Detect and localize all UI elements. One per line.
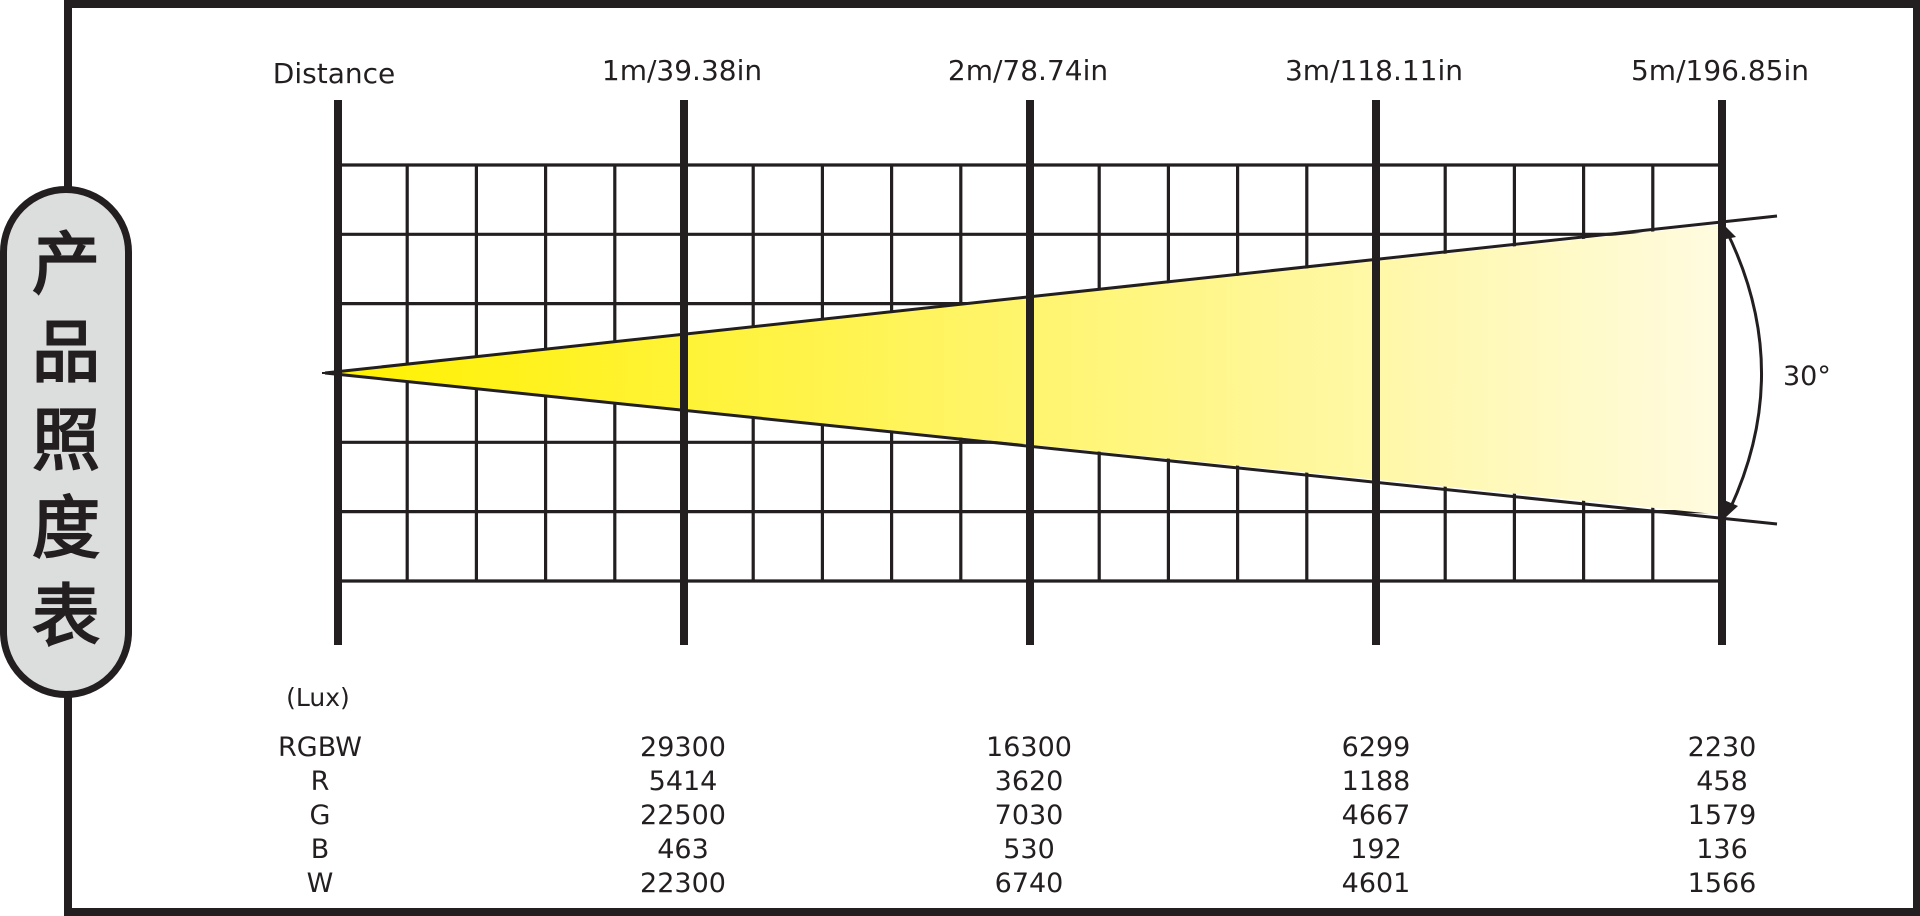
side-title-char: 品 [31,314,100,393]
row-label-rgbw: RGBW [278,732,362,763]
lux-value: 22300 [640,868,726,899]
beam-angle-label: 30° [1783,361,1831,392]
lux-value: 1579 [1688,800,1757,831]
distance-lines [334,100,1726,645]
beam-edge-lower [324,371,1778,526]
side-title-char: 照 [31,402,100,481]
lux-value: 530 [1003,834,1055,865]
distance-label-2m: 2m/78.74in [948,54,1108,87]
lux-value: 2230 [1688,732,1757,763]
distance-label-5m: 5m/196.85in [1631,54,1809,87]
lux-value: 1188 [1342,766,1411,797]
angle-arc [1724,229,1763,510]
lux-unit-label: (Lux) [286,683,350,712]
lux-value: 5414 [649,766,718,797]
distance-header-label: Distance [273,57,395,90]
lux-value: 6740 [995,868,1064,899]
distance-label-1m: 1m/39.38in [602,54,762,87]
row-label-b: B [311,834,330,865]
lux-value: 3620 [995,766,1064,797]
beam-edge-upper [324,214,1778,375]
lux-value: 1566 [1688,868,1757,899]
lux-value: 29300 [640,732,726,763]
beam-cone [325,224,1724,515]
lux-value: 458 [1696,766,1748,797]
side-title-char: 度 [31,490,100,569]
lux-value: 16300 [986,732,1072,763]
lux-value: 136 [1696,834,1748,865]
angle-arrowhead-top [1721,222,1736,240]
side-title-char: 产 [31,226,100,305]
angle-arrowhead-bottom [1724,500,1738,518]
lux-value: 4601 [1342,868,1411,899]
lux-value: 22500 [640,800,726,831]
side-title-char: 表 [31,578,100,657]
lux-value: 463 [657,834,709,865]
row-label-g: G [310,800,331,831]
lux-value: 4667 [1342,800,1411,831]
row-label-w: W [307,868,334,899]
lux-value: 6299 [1342,732,1411,763]
side-title-pill: 产 品 照 度 表 [0,186,132,698]
distance-label-3m: 3m/118.11in [1285,54,1463,87]
lux-value: 192 [1350,834,1402,865]
lux-value: 7030 [995,800,1064,831]
row-label-r: R [311,766,330,797]
